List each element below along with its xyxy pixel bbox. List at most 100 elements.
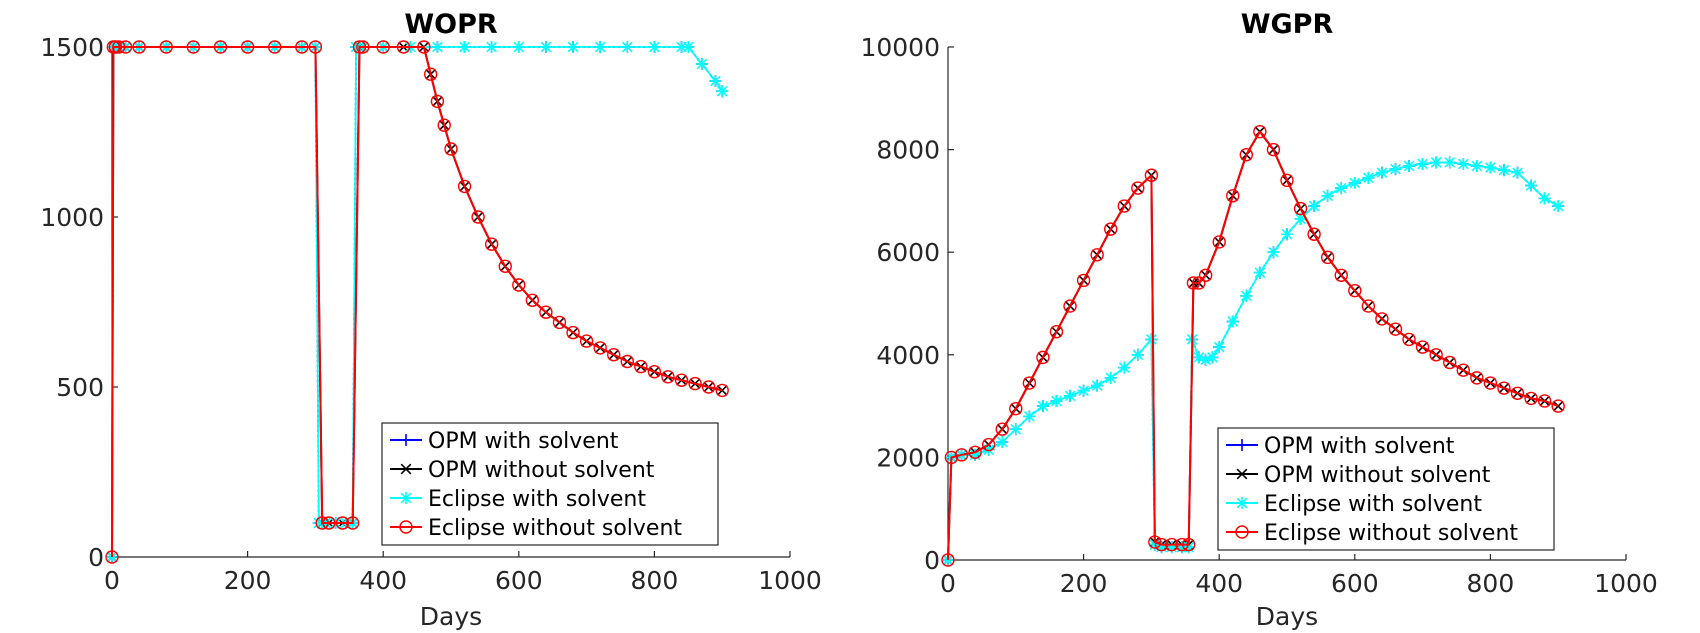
x-axis-label: Days [1256,602,1318,631]
data-point [709,75,722,87]
y-tick-label: 1500 [40,33,104,62]
series-eclipse-without-solvent [105,40,729,564]
x-tick-label: 1000 [758,566,822,595]
legend-entry: Eclipse without solvent [428,516,682,541]
data-point [1165,541,1178,554]
x-tick-label: 400 [1195,569,1243,598]
data-point [941,553,955,567]
data-point [1063,299,1077,313]
series-line [947,129,1559,561]
data-point [648,41,661,53]
data-point [996,436,1009,449]
legend-box [381,422,719,546]
data-point [471,210,485,224]
y-tick-label: 0 [88,543,104,572]
data-point [1456,363,1470,377]
data-point [396,40,411,54]
data-point [1155,541,1168,554]
data-point [579,334,594,348]
data-point [1064,389,1077,402]
data-point [1402,332,1416,347]
data-point [1348,176,1361,189]
data-point [352,40,367,54]
data-point [1375,166,1388,179]
data-point [981,437,996,452]
data-point [1036,350,1050,365]
data-point [1148,538,1161,551]
y-tick-label: 6000 [876,238,940,267]
data-point [498,259,512,273]
data-point [485,41,498,53]
data-point [695,58,708,70]
y-tick-label: 8000 [876,136,940,165]
data-point [1213,341,1226,354]
data-point [566,325,580,340]
legend-marker [1235,525,1249,539]
x-axis-label: Days [420,602,482,631]
data-point [315,516,329,530]
data-point [105,550,119,564]
data-point [1131,181,1145,195]
legend-entry: Eclipse without solvent [1264,521,1518,546]
data-point [539,305,553,319]
data-point [295,40,309,54]
data-point [1430,156,1443,169]
y-tick-label: 10000 [860,33,940,62]
data-point [688,376,702,391]
y-tick-label: 0 [924,546,940,575]
data-point [1104,371,1117,384]
data-point [1181,537,1196,552]
data-point [1117,199,1131,213]
data-point [1403,160,1416,173]
data-point [376,40,390,54]
x-tick-label: 0 [104,566,120,595]
y-tick-label: 1000 [40,203,104,232]
data-point [1091,379,1104,392]
data-point [1076,273,1091,288]
data-point [1389,163,1402,176]
data-point [437,118,451,132]
data-point [322,516,336,530]
data-point [1253,266,1266,279]
data-point [1348,283,1362,298]
data-point [240,40,255,54]
chart-title: WOPR [404,9,498,40]
data-point [1307,227,1321,241]
data-point [607,348,621,362]
data-point [701,380,716,394]
series-line [111,46,723,558]
data-point [1335,182,1348,195]
data-point [1334,268,1348,282]
data-point [661,370,675,384]
data-point [1388,322,1403,336]
legend-entry: OPM with solvent [1264,434,1455,459]
wgpr-chart: 0 200 400 600 800 10000200040006000800010000W… [860,9,1657,631]
data-point [268,40,282,54]
data-point [1154,537,1169,552]
data-point [1050,394,1063,407]
data-point [1510,386,1525,400]
data-point [1267,246,1280,259]
legend-marker [400,492,412,504]
legend-box [1217,427,1555,551]
data-point [647,365,662,379]
data-point [457,179,472,194]
legend-entry: Eclipse with solvent [1264,492,1482,517]
data-point [969,448,982,461]
data-point [621,41,634,53]
data-point [567,41,580,53]
legend-entry: Eclipse with solvent [428,487,646,512]
data-point [968,445,982,459]
y-tick-label: 2000 [876,443,940,472]
data-point [1551,399,1565,413]
data-point [1226,315,1239,328]
data-point [1165,537,1179,552]
data-point [1429,348,1443,362]
data-point [1320,250,1335,265]
data-point [444,142,458,156]
data-point [1049,325,1064,339]
legend: OPM with solvent OPM without solvent Eclip… [381,422,719,546]
data-point [430,94,445,109]
data-point [1266,142,1281,157]
legend-entry: OPM with solvent [428,429,619,454]
